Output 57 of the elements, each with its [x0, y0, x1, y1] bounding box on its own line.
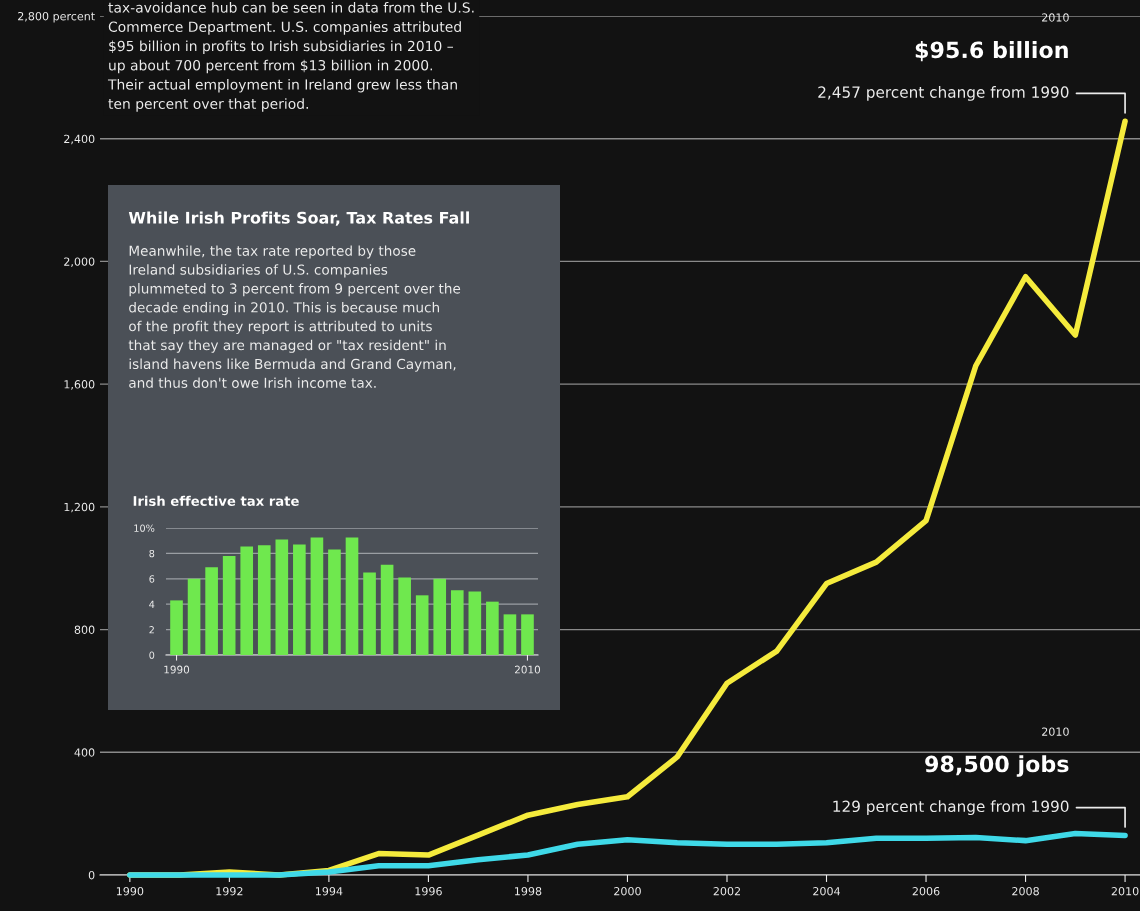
y-tick-label: 2,800 percent: [18, 11, 95, 23]
bar: [293, 544, 306, 655]
bar: [363, 572, 376, 655]
x-tick-label: 1990: [164, 665, 190, 674]
bar: [240, 546, 254, 655]
y-tick-label: 800: [74, 625, 95, 634]
annotation: 2010: [1042, 727, 1069, 736]
bar: [380, 564, 394, 655]
bar: [310, 537, 324, 655]
bar: [275, 539, 289, 655]
annotation: 129 percent change from 1990: [833, 800, 1069, 816]
bar: [486, 601, 499, 655]
y-tick-label: 6: [149, 575, 155, 583]
annotation: $95.6 billion: [915, 41, 1068, 62]
y-tick-label: 2,000: [64, 257, 95, 267]
y-tick-label: 400: [74, 748, 95, 757]
y-tick-label: 0: [88, 870, 95, 880]
chart-title: Irish effective tax rate: [133, 495, 299, 506]
annotation: 98,500 jobs: [925, 755, 1069, 777]
annotation: Meanwhile, the tax rate reported by those Ireland subsidiaries of U.S. companies plummeted to 3 percent from 9 percent over the decade ending in 2010. This is because much of the profit they report is attributed to units that say they are managed or "tax resident" in island havens like Bermuda and Grand Cayman, and thus don't owe Irish income tax.: [128, 245, 461, 388]
x-tick-label: 1990: [116, 887, 144, 896]
y-tick-label: 1,200: [64, 502, 95, 513]
bar: [450, 590, 464, 655]
bar: [521, 614, 534, 655]
bar: [170, 600, 183, 655]
x-tick-label: 1998: [515, 887, 542, 896]
y-tick-label: 1,600: [64, 380, 95, 390]
bar: [398, 577, 411, 655]
x-tick-label: 1996: [415, 887, 442, 896]
annotation: 2,457 percent change from 1990: [818, 86, 1069, 101]
bar: [433, 578, 447, 655]
x-tick-label: 2006: [912, 887, 940, 896]
bar: [222, 555, 236, 655]
x-tick-label: 2008: [1012, 887, 1039, 896]
x-tick-label: 2010: [1111, 887, 1139, 896]
y-tick-label: 2: [149, 626, 154, 634]
y-tick-label: 8: [149, 549, 155, 558]
y-tick-label: 4: [149, 600, 155, 608]
y-tick-label: 0: [149, 651, 155, 659]
bar: [468, 591, 482, 655]
bar: [415, 595, 429, 655]
bar: [187, 578, 201, 655]
annotation: tax-avoidance hub can be seen in data from the U.S. Commerce Department. U.S. companies attributed $95 billion in profits to Irish subsidiaries in 2010 – up about 700 percent from $13 billion in 2000. Their actual employment in Ireland grew less than ten percent over that period.: [107, 2, 474, 112]
bar: [257, 545, 271, 655]
bar: [503, 614, 517, 655]
text: While Irish Profits Soar, Tax Rates Fall: [128, 211, 469, 226]
y-tick-label: 2,400: [64, 134, 95, 145]
x-tick-label: 2002: [713, 887, 741, 896]
bar: [205, 567, 218, 655]
x-tick-label: 1992: [216, 887, 243, 896]
x-tick-label: 1994: [315, 887, 343, 896]
bar: [328, 549, 341, 655]
bar: [345, 537, 359, 655]
y-tick-label: 10%: [134, 524, 155, 532]
annotation: 2010: [1042, 13, 1069, 22]
x-tick-label: 2000: [614, 887, 641, 896]
x-tick-label: 2004: [813, 887, 841, 896]
